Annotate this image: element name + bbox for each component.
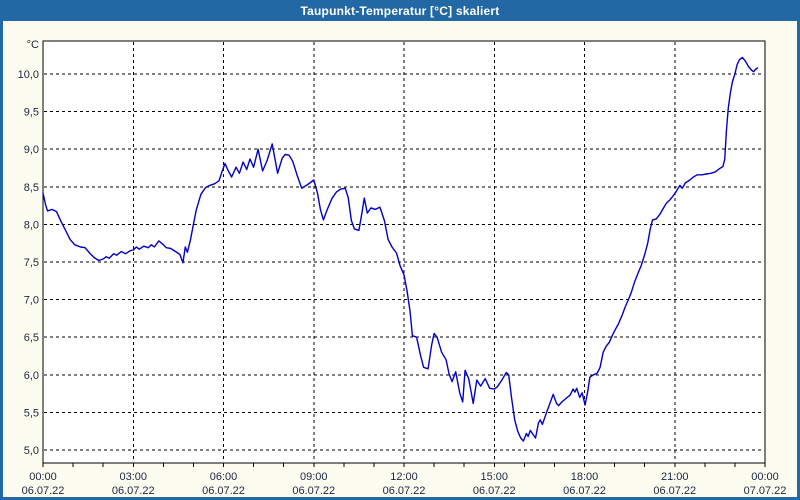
window-title: Taupunkt-Temperatur [°C] skaliert — [300, 3, 500, 18]
x-date-label: 06.07.22 — [383, 485, 426, 497]
x-time-label: 00:00 — [29, 471, 57, 483]
x-date-label: 06.07.22 — [473, 485, 516, 497]
dewpoint-chart: 10,0 9,5 9,0 8,5 8,0 7,5 7,0 6,5 6,0 5,5 5,0 °C 00:0… — [18, 39, 787, 497]
x-time-label: 00:00 — [751, 471, 779, 483]
y-axis-unit-label: °C — [27, 39, 39, 51]
x-time-label: 21:00 — [661, 471, 689, 483]
x-time-label: 09:00 — [300, 471, 328, 483]
y-tick-label: 10,0 — [18, 69, 39, 81]
y-tick-label: 5,5 — [24, 407, 39, 419]
window-titlebar[interactable]: Taupunkt-Temperatur [°C] skaliert — [3, 0, 797, 21]
x-date-label: 06.07.22 — [292, 485, 335, 497]
x-time-label: 03:00 — [119, 471, 147, 483]
y-tick-label: 9,0 — [24, 144, 39, 156]
x-time-label: 15:00 — [480, 471, 508, 483]
chart-host: 10,0 9,5 9,0 8,5 8,0 7,5 7,0 6,5 6,0 5,5 5,0 °C 00:0… — [6, 21, 797, 497]
y-tick-label: 7,5 — [24, 257, 39, 269]
y-tick-label: 6,5 — [24, 332, 39, 344]
x-date-label: 07.07.22 — [744, 485, 787, 497]
x-date-label: 06.07.22 — [22, 485, 65, 497]
x-date-label: 06.07.22 — [653, 485, 696, 497]
y-tick-label: 5,0 — [24, 445, 39, 457]
x-time-label: 06:00 — [210, 471, 238, 483]
y-tick-label: 9,5 — [24, 107, 39, 119]
y-tick-label: 6,0 — [24, 370, 39, 382]
x-date-label: 06.07.22 — [563, 485, 606, 497]
x-date-label: 06.07.22 — [112, 485, 155, 497]
temperature-line — [42, 56, 759, 442]
x-time-label: 12:00 — [390, 471, 418, 483]
y-tick-label: 8,0 — [24, 219, 39, 231]
x-time-label: 18:00 — [571, 471, 599, 483]
y-tick-label: 8,5 — [24, 182, 39, 194]
x-date-label: 06.07.22 — [202, 485, 245, 497]
y-tick-label: 7,0 — [24, 295, 39, 307]
